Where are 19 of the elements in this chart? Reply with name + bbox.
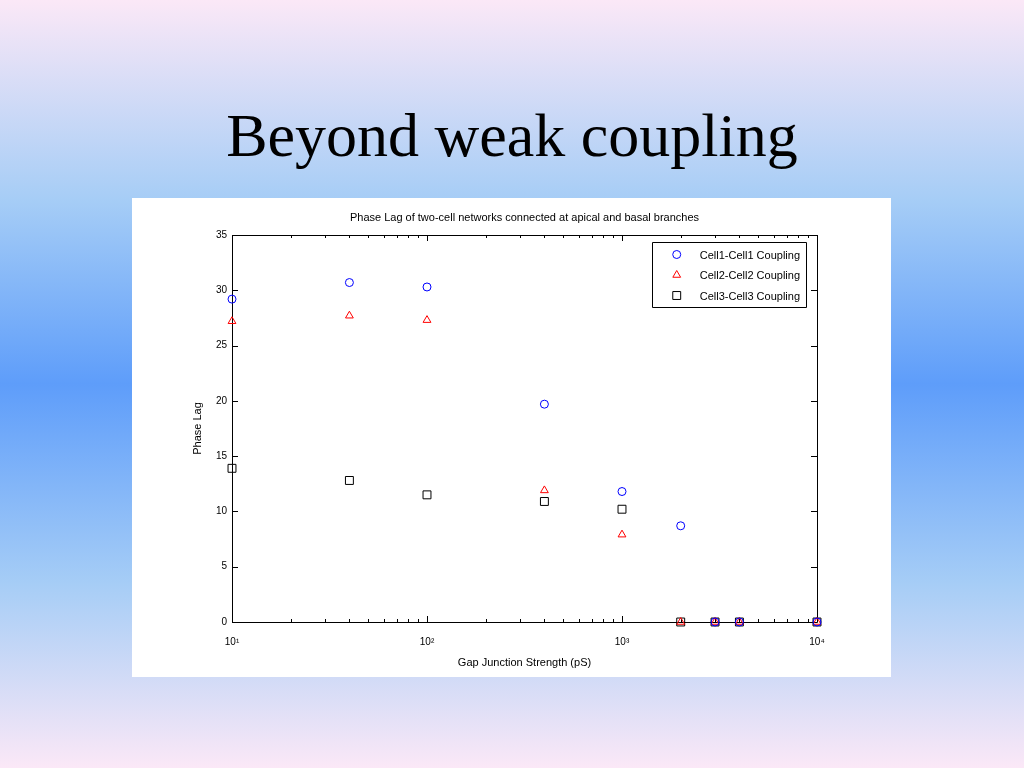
x-axis-title: Gap Junction Strength (pS)	[457, 656, 592, 669]
y-tick-label: 10	[215, 505, 228, 517]
y-tick-label: 5	[221, 560, 228, 572]
x-tick-label: 10⁴	[809, 635, 825, 647]
x-tick-label: 10²	[419, 635, 435, 647]
legend-label: Cell1-Cell1 Coupling	[699, 248, 801, 261]
x-tick-label: 10¹	[224, 635, 240, 647]
y-tick-label: 35	[215, 228, 228, 240]
y-tick-label: 30	[215, 284, 228, 296]
legend-label: Cell2-Cell2 Coupling	[699, 269, 801, 282]
legend-label: Cell3-Cell3 Coupling	[699, 289, 801, 302]
chart-subtitle: Phase Lag of two-cell networks connected at apical and basal branches	[349, 211, 700, 224]
chart-title: Beyond weak coupling	[225, 101, 799, 169]
y-tick-label: 20	[215, 394, 228, 406]
y-tick-label: 15	[215, 449, 228, 461]
y-axis-title: Phase Lag	[190, 402, 203, 455]
x-tick-label: 10³	[614, 635, 630, 647]
y-tick-label: 0	[221, 615, 228, 627]
y-tick-label: 25	[215, 339, 228, 351]
